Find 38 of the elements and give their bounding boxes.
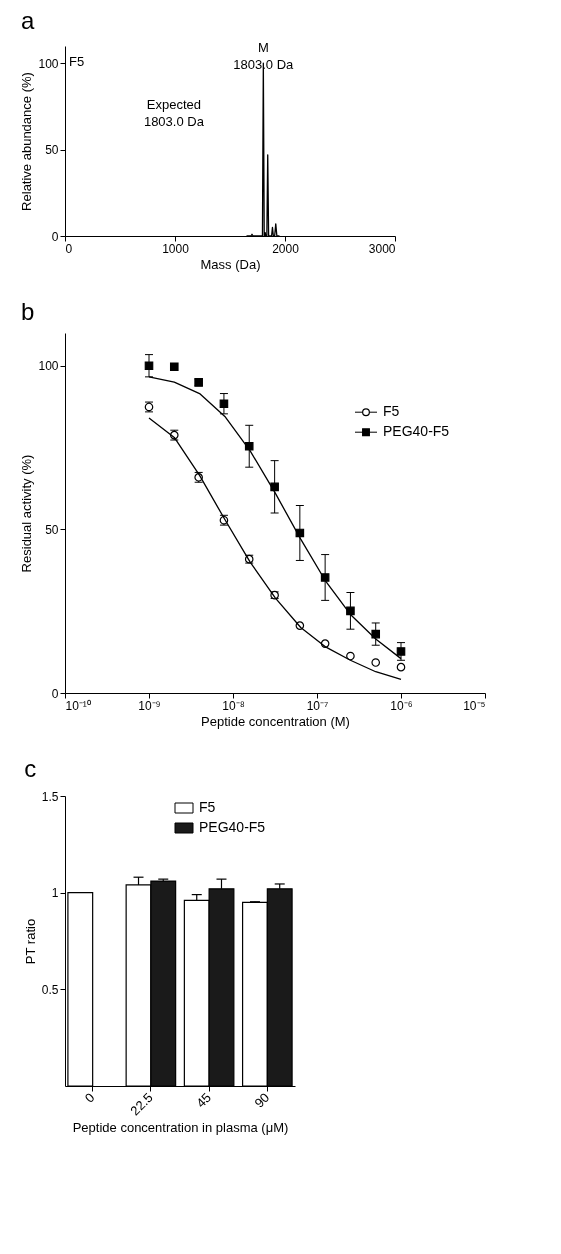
chart-title: c: [24, 755, 37, 782]
annotation: M 1803.0 Da: [233, 40, 295, 73]
x-tick-label: 0: [81, 1089, 98, 1106]
annotation: F5: [69, 54, 85, 69]
x-axis-title: Peptide concentration (M): [201, 713, 350, 729]
x-tick-label: 45: [193, 1089, 215, 1111]
x-tick-label: 10⁻⁸: [222, 698, 245, 713]
legend-label: PEG40-F5: [199, 819, 266, 835]
x-tick-label: 10⁻⁵: [463, 698, 486, 713]
y-axis-title: Relative abundance (%): [19, 72, 35, 211]
y-tick-label: 0.5: [41, 982, 59, 997]
legend-label: F5: [383, 403, 400, 420]
x-axis-title: Mass (Da): [200, 256, 261, 272]
legend-label: F5: [199, 799, 216, 815]
y-tick-label: 100: [38, 359, 59, 374]
chart-title: b: [20, 298, 35, 325]
annotation: Expected 1803.0 Da: [143, 97, 205, 130]
chart-title: a: [20, 7, 35, 35]
x-tick-label: 2000: [272, 241, 300, 256]
x-axis-title: Peptide concentration in plasma (μM): [72, 1120, 289, 1136]
x-tick-label: 1000: [162, 241, 190, 256]
x-tick-label: 10⁻¹⁰: [65, 698, 91, 713]
x-tick-label: 3000: [368, 241, 396, 256]
x-tick-label: 10⁻⁶: [390, 698, 413, 713]
x-tick-label: 0: [65, 241, 73, 256]
x-tick-label: 10⁻⁹: [138, 698, 161, 713]
x-tick-label: 10⁻⁷: [306, 698, 329, 713]
legend-label: PEG40-F5: [383, 423, 450, 440]
y-axis-title: Residual activity (%): [19, 454, 35, 573]
x-tick-label: 90: [251, 1089, 273, 1111]
y-tick-label: 50: [45, 143, 59, 158]
y-tick-label: 0: [51, 686, 59, 701]
y-tick-label: 0: [51, 229, 59, 244]
y-tick-label: 1: [51, 886, 59, 901]
y-tick-label: 50: [45, 522, 59, 537]
y-axis-title: PT ratio: [22, 918, 38, 965]
y-tick-label: 1.5: [41, 789, 59, 804]
y-tick-label: 100: [38, 56, 59, 71]
